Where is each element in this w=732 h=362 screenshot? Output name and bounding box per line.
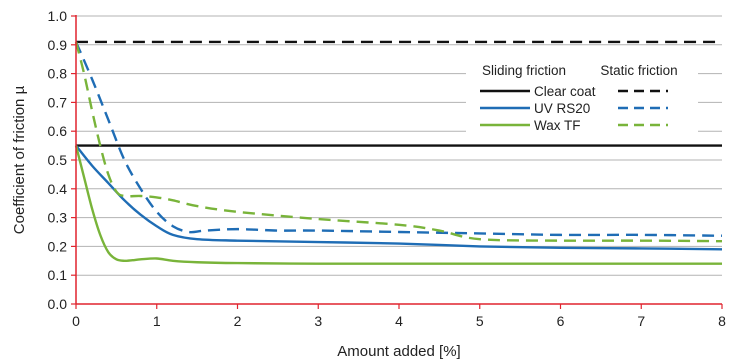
legend-header-sliding: Sliding friction	[482, 63, 566, 78]
series-uv-rs20-sliding	[75, 144, 723, 251]
y-tick-label-7: 0.7	[48, 94, 68, 110]
x-tick-label-1: 1	[153, 313, 161, 329]
y-tick-label-8: 0.8	[48, 66, 68, 82]
y-tick-label-10: 1.0	[48, 8, 68, 24]
x-tick-label-6: 6	[557, 313, 565, 329]
x-tick-label-3: 3	[314, 313, 322, 329]
series-wax-tf-static	[74, 41, 723, 243]
y-tick-label-9: 0.9	[48, 37, 68, 53]
series-uv-rs20-static	[74, 41, 723, 237]
x-tick-label-7: 7	[637, 313, 645, 329]
y-tick-label-5: 0.5	[48, 152, 68, 168]
x-tick-label-4: 4	[395, 313, 403, 329]
legend-label-wax-tf: Wax TF	[534, 118, 581, 133]
legend: Sliding friction Static friction Clear coa…	[466, 58, 698, 136]
x-tick-label-5: 5	[476, 313, 484, 329]
y-tick-label-0: 0.0	[48, 296, 68, 312]
y-tick-label-4: 0.4	[48, 181, 68, 197]
legend-background	[466, 58, 698, 136]
y-axis-label: Coefficient of friction µ	[11, 85, 28, 234]
y-tick-label-6: 0.6	[48, 123, 68, 139]
legend-label-uv-rs20: UV RS20	[534, 101, 590, 116]
legend-label-clear-coat: Clear coat	[534, 84, 596, 99]
x-tick-label-0: 0	[72, 313, 80, 329]
y-tick-label-3: 0.3	[48, 210, 68, 226]
y-tick-label-1: 0.1	[48, 267, 68, 283]
x-tick-label-8: 8	[718, 313, 726, 329]
series-layer	[74, 40, 723, 265]
x-tick-label-2: 2	[234, 313, 242, 329]
axes: 0.0 0.1 0.2 0.3 0.4 0.5 0.6 0.7 0.8 0.9 1.0 0 1 2 3 4 5 6…	[48, 8, 727, 329]
legend-header-static: Static friction	[600, 63, 677, 78]
grid	[76, 15, 722, 276]
x-axis-label: Amount added [%]	[337, 343, 460, 360]
series-wax-tf-sliding	[74, 145, 722, 265]
y-tick-label-2: 0.2	[48, 238, 68, 254]
